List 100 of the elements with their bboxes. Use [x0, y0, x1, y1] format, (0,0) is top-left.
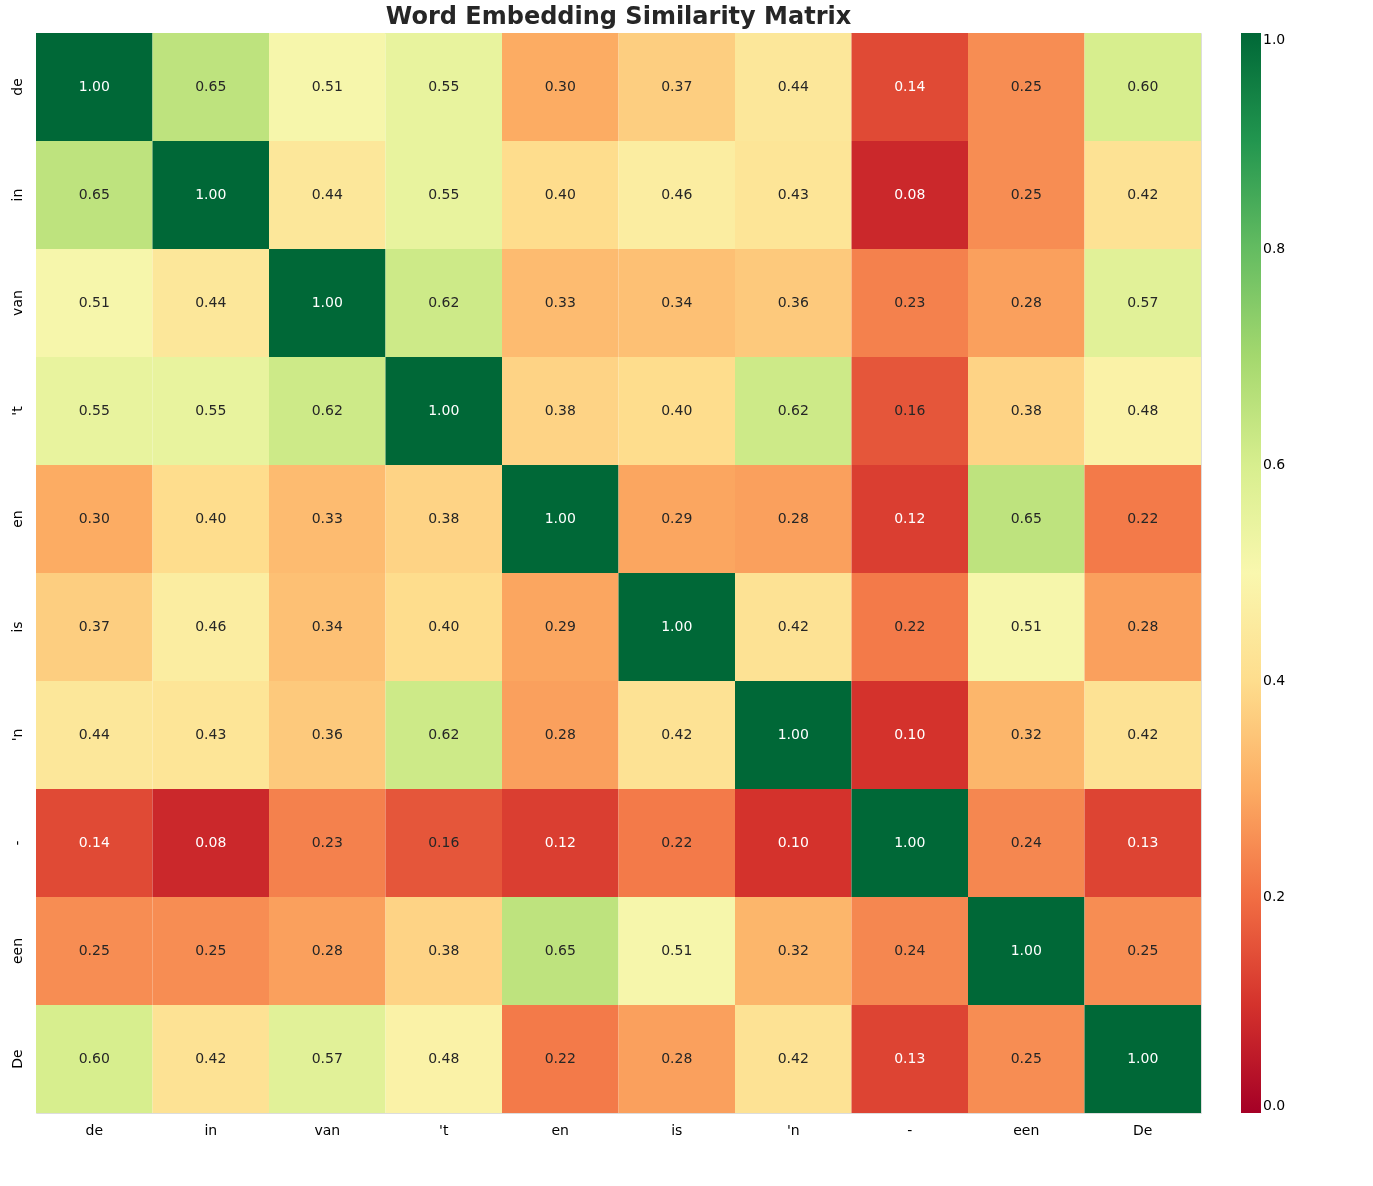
x-tick-label: De	[1133, 1121, 1153, 1138]
data-label: 0.40	[428, 618, 460, 634]
color-bar-label: 0.8	[1263, 240, 1286, 256]
data-label: 0.40	[661, 402, 693, 418]
data-label: 0.38	[428, 510, 460, 526]
data-label: 0.36	[777, 294, 809, 310]
data-label: 0.28	[1010, 294, 1042, 310]
data-label: 0.29	[661, 510, 693, 526]
data-label: 0.55	[195, 402, 227, 418]
data-label: 0.28	[1127, 618, 1159, 634]
data-label: 0.40	[544, 186, 576, 202]
data-label: 0.33	[544, 294, 576, 310]
data-label: 0.23	[894, 294, 926, 310]
data-label: 0.29	[544, 618, 576, 634]
data-label: 0.42	[661, 726, 693, 742]
data-label: 1.00	[777, 726, 809, 742]
x-tick-label: en	[551, 1121, 569, 1138]
data-label: 1.00	[1127, 1050, 1159, 1066]
x-tick-label: de	[85, 1121, 103, 1138]
data-label: 0.57	[1127, 294, 1159, 310]
data-label: 0.25	[1010, 1050, 1042, 1066]
data-label: 1.00	[661, 618, 693, 634]
data-label: 0.42	[1127, 186, 1159, 202]
data-label: 0.44	[195, 294, 227, 310]
data-label: 0.22	[661, 834, 693, 850]
x-tick-label: is	[671, 1121, 683, 1138]
x-tick-label: 'n	[786, 1121, 800, 1138]
data-label: 0.44	[78, 726, 110, 742]
data-label: 0.51	[661, 942, 693, 958]
data-label: 0.42	[777, 1050, 809, 1066]
data-label: 0.33	[311, 510, 343, 526]
data-label: 0.16	[894, 402, 926, 418]
data-label: 0.28	[661, 1050, 693, 1066]
data-label: 1.00	[1010, 942, 1042, 958]
data-label: 0.55	[78, 402, 110, 418]
data-label: 0.42	[195, 1050, 227, 1066]
data-label: 0.34	[661, 294, 693, 310]
data-label: 0.44	[311, 186, 343, 202]
data-label: 0.34	[311, 618, 343, 634]
data-label: 0.60	[1127, 78, 1159, 94]
data-label: 0.08	[894, 186, 926, 202]
y-tick-label: 't	[8, 405, 25, 416]
data-label: 0.32	[777, 942, 809, 958]
data-label: 0.38	[544, 402, 576, 418]
data-label: 0.14	[894, 78, 926, 94]
data-label: 0.42	[1127, 726, 1159, 742]
data-label: 1.00	[428, 402, 460, 418]
data-label: 0.28	[777, 510, 809, 526]
data-label: 0.12	[544, 834, 576, 850]
x-tick-label: -	[907, 1121, 913, 1138]
data-label: 0.25	[1010, 78, 1042, 94]
data-label: 0.51	[1010, 618, 1042, 634]
y-tick-label: is	[8, 621, 25, 633]
data-label: 0.48	[1127, 402, 1159, 418]
data-label: 0.22	[1127, 510, 1159, 526]
data-label: 0.24	[1010, 834, 1042, 850]
data-label: 1.00	[195, 186, 227, 202]
data-label: 0.43	[195, 726, 227, 742]
data-label: 1.00	[544, 510, 576, 526]
data-label: 1.00	[311, 294, 343, 310]
data-label: 0.65	[544, 942, 576, 958]
x-tick-label: 't	[439, 1121, 449, 1138]
data-label: 0.10	[777, 834, 809, 850]
data-label: 0.25	[1010, 186, 1042, 202]
data-label: 0.37	[78, 618, 110, 634]
data-label: 0.23	[311, 834, 343, 850]
data-label: 1.00	[894, 834, 926, 850]
data-label: 0.10	[894, 726, 926, 742]
y-tick-label: en	[8, 510, 25, 528]
y-tick-label: in	[8, 188, 25, 202]
data-label: 0.57	[311, 1050, 343, 1066]
data-label: 0.08	[195, 834, 227, 850]
data-label: 0.30	[544, 78, 576, 94]
data-label: 0.13	[1127, 834, 1159, 850]
data-label: 0.60	[78, 1050, 110, 1066]
data-label: 0.13	[894, 1050, 926, 1066]
data-label: 0.25	[1127, 942, 1159, 958]
data-label: 0.46	[661, 186, 693, 202]
data-label: 0.28	[544, 726, 576, 742]
data-label: 0.30	[78, 510, 110, 526]
data-label: 0.40	[195, 510, 227, 526]
y-tick-label: De	[8, 1049, 25, 1069]
data-label: 0.22	[544, 1050, 576, 1066]
data-label: 0.38	[428, 942, 460, 958]
x-tick-label: in	[204, 1121, 218, 1138]
data-label: 0.32	[1010, 726, 1042, 742]
y-tick-label: de	[8, 78, 25, 96]
data-label: 0.55	[428, 78, 460, 94]
data-label: 0.65	[1010, 510, 1042, 526]
data-label: 0.62	[311, 402, 343, 418]
data-label: 0.42	[777, 618, 809, 634]
data-label: 0.55	[428, 186, 460, 202]
data-label: 0.38	[1010, 402, 1042, 418]
data-label: 0.51	[311, 78, 343, 94]
data-label: 0.25	[78, 942, 110, 958]
data-label: 0.62	[777, 402, 809, 418]
data-label: 0.22	[894, 618, 926, 634]
color-bar-label: 0.6	[1263, 456, 1286, 472]
data-label: 0.36	[311, 726, 343, 742]
x-tick-label: van	[314, 1121, 341, 1138]
